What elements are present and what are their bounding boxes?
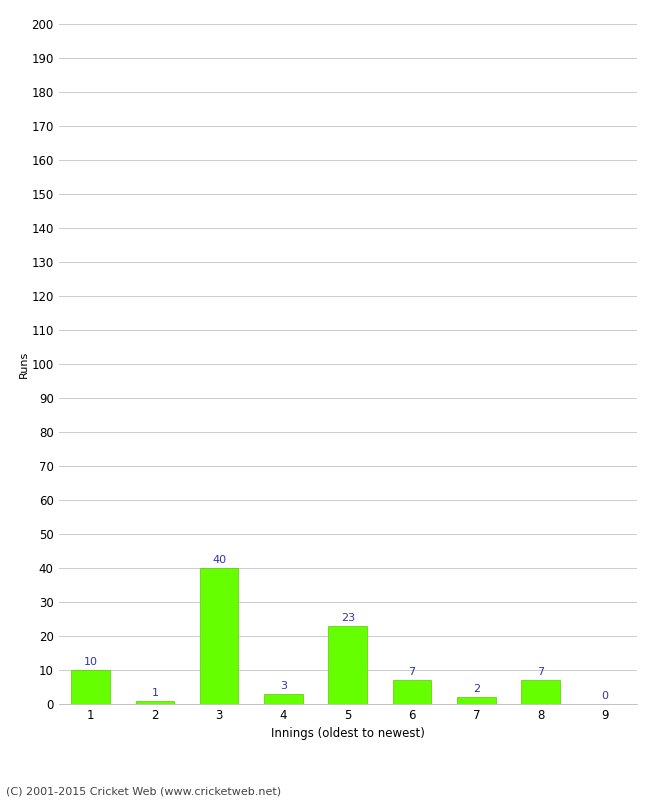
Text: 23: 23 <box>341 613 355 623</box>
Bar <box>72 670 110 704</box>
X-axis label: Innings (oldest to newest): Innings (oldest to newest) <box>271 727 424 741</box>
Bar <box>521 680 560 704</box>
Bar <box>328 626 367 704</box>
Y-axis label: Runs: Runs <box>18 350 29 378</box>
Bar <box>136 701 174 704</box>
Text: 2: 2 <box>473 685 480 694</box>
Text: 3: 3 <box>280 681 287 691</box>
Bar <box>200 568 239 704</box>
Text: 7: 7 <box>408 667 415 678</box>
Text: (C) 2001-2015 Cricket Web (www.cricketweb.net): (C) 2001-2015 Cricket Web (www.cricketwe… <box>6 786 281 796</box>
Text: 10: 10 <box>84 658 98 667</box>
Text: 0: 0 <box>601 691 608 702</box>
Bar <box>457 697 495 704</box>
Text: 1: 1 <box>151 688 159 698</box>
Bar <box>264 694 303 704</box>
Text: 40: 40 <box>212 555 226 566</box>
Bar <box>393 680 432 704</box>
Text: 7: 7 <box>537 667 544 678</box>
